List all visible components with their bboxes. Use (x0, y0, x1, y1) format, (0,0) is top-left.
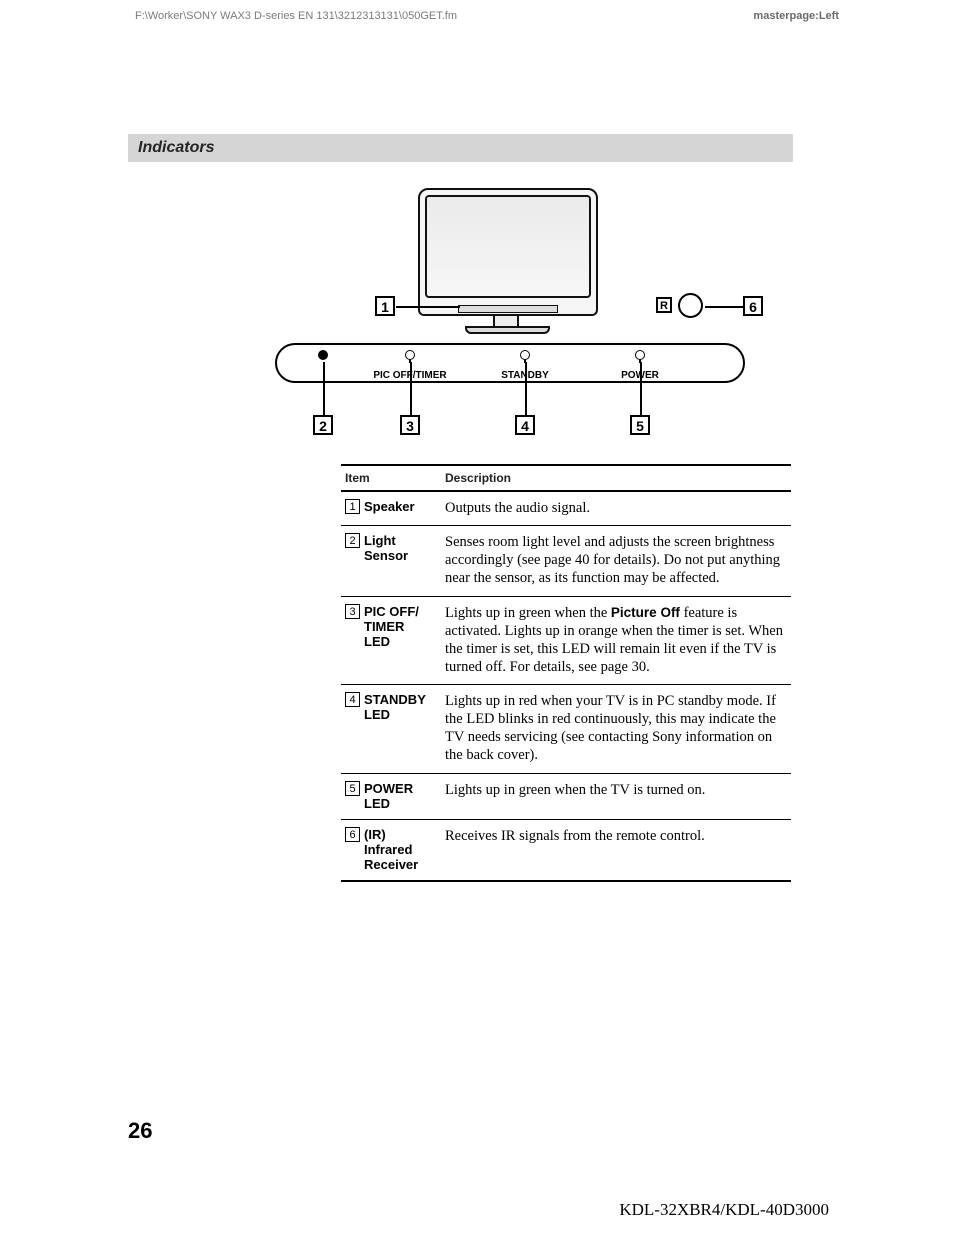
desc-cell: Lights up in red when your TV is in PC s… (441, 685, 791, 774)
callout-3: 3 (400, 415, 420, 435)
leader-3 (410, 362, 412, 415)
item-label: (IR) Infrared Receiver (364, 827, 434, 872)
leader-4 (525, 362, 527, 415)
section-title: Indicators (128, 134, 793, 162)
table-row: 1 Speaker Outputs the audio signal. (341, 491, 791, 526)
tv-stand-base (465, 326, 550, 334)
ir-icon: R (656, 297, 672, 313)
table-row: 3 PIC OFF/ TIMER LEDLights up in green wh… (341, 596, 791, 685)
item-cell: 6 (IR) Infrared Receiver (341, 819, 441, 881)
power-led-dot (635, 350, 645, 360)
desc-cell: Lights up in green when the TV is turned… (441, 773, 791, 819)
item-cell: 1 Speaker (341, 491, 441, 526)
table-row: 5 POWER LEDLights up in green when the TV… (341, 773, 791, 819)
item-label: Speaker (364, 499, 434, 514)
item-number-box: 5 (345, 781, 360, 796)
leader-2 (323, 362, 325, 415)
item-label: POWER LED (364, 781, 434, 811)
leader-6 (705, 306, 743, 308)
callout-4: 4 (515, 415, 535, 435)
ir-circle-icon (678, 293, 703, 318)
table-row: 4 STANDBY LEDLights up in red when your T… (341, 685, 791, 774)
tv-illustration (418, 188, 598, 316)
table-row: 2 Light SensorSenses room light level and… (341, 526, 791, 596)
item-cell: 4 STANDBY LED (341, 685, 441, 774)
standby-led-dot (520, 350, 530, 360)
item-number-box: 4 (345, 692, 360, 707)
callout-5: 5 (630, 415, 650, 435)
item-cell: 5 POWER LED (341, 773, 441, 819)
page-header: F:\Worker\SONY WAX3 D-series EN 131\3212… (135, 10, 839, 22)
desc-cell: Receives IR signals from the remote cont… (441, 819, 791, 881)
item-number-box: 2 (345, 533, 360, 548)
desc-cell: Senses room light level and adjusts the … (441, 526, 791, 596)
footer-model: KDL-32XBR4/KDL-40D3000 (619, 1200, 829, 1220)
header-path: F:\Worker\SONY WAX3 D-series EN 131\3212… (135, 10, 457, 22)
header-masterpage: masterpage:Left (753, 10, 839, 22)
item-cell: 3 PIC OFF/ TIMER LED (341, 596, 441, 685)
indicators-diagram: 1 R 6 PIC OFF/TIMER STANDBY POWER 2 3 4 … (275, 180, 775, 450)
indicators-table: Item Description 1 Speaker Outputs the aud… (341, 464, 791, 882)
leader-1 (396, 306, 460, 308)
item-label: PIC OFF/ TIMER LED (364, 604, 434, 649)
table-header: Item Description (341, 465, 791, 491)
table-row: 6 (IR) Infrared ReceiverReceives IR signa… (341, 819, 791, 881)
item-label: Light Sensor (364, 533, 434, 563)
picoff-led-dot (405, 350, 415, 360)
callout-6: 6 (743, 296, 763, 316)
item-number-box: 1 (345, 499, 360, 514)
item-number-box: 6 (345, 827, 360, 842)
col-desc: Description (441, 465, 791, 491)
callout-2: 2 (313, 415, 333, 435)
light-sensor-dot (318, 350, 328, 360)
col-item: Item (341, 465, 441, 491)
desc-cell: Lights up in green when the Picture Off … (441, 596, 791, 685)
item-label: STANDBY LED (364, 692, 434, 722)
item-cell: 2 Light Sensor (341, 526, 441, 596)
desc-cell: Outputs the audio signal. (441, 491, 791, 526)
page-number: 26 (128, 1118, 152, 1144)
leader-5 (640, 362, 642, 415)
callout-1: 1 (375, 296, 395, 316)
item-number-box: 3 (345, 604, 360, 619)
